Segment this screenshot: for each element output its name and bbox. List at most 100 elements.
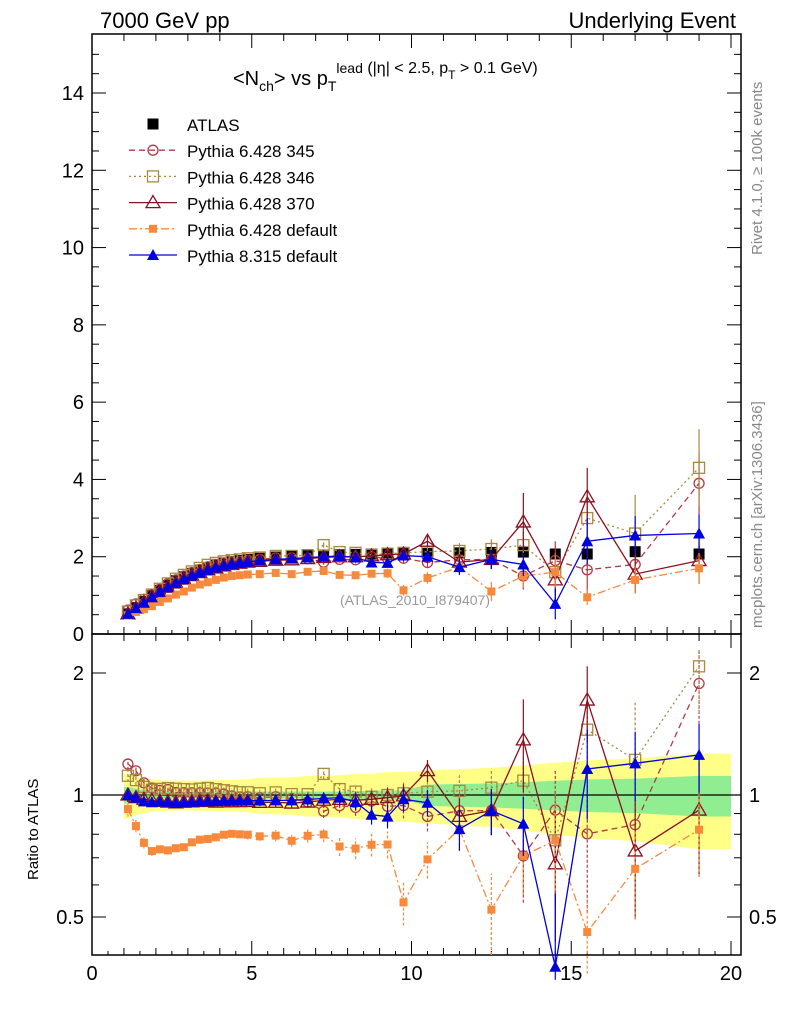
- data-point: [335, 570, 344, 579]
- watermark: (ATLAS_2010_I879407): [340, 592, 490, 608]
- y-tick-label: 8: [73, 315, 84, 337]
- ratio-point: [211, 833, 220, 842]
- series-2: [121, 429, 706, 618]
- ratio-point: [129, 773, 143, 787]
- ratio-point: [693, 677, 705, 690]
- ratio-point: [179, 843, 188, 852]
- data-point: [421, 550, 434, 562]
- y-tick-label: 12: [62, 160, 84, 182]
- chart-title: <Nch> vs pTlead (|η| < 2.5, pT > 0.1 GeV…: [233, 60, 538, 94]
- header-right: Underlying Event: [568, 8, 736, 33]
- ratio-point: [269, 794, 282, 806]
- ratio-point: [397, 793, 410, 805]
- ratio-point: [453, 784, 466, 798]
- data-point: [383, 569, 392, 578]
- ratio-point: [209, 795, 222, 807]
- data-point: [423, 573, 432, 582]
- ratio-point: [271, 831, 280, 840]
- side-label-mcplots: mcplots.cern.ch [arXiv:1306.3436]: [749, 401, 766, 628]
- data-point: [255, 570, 264, 579]
- ratio-y-tick-label-left: 1: [73, 785, 84, 807]
- legend-item: ATLAS: [147, 116, 240, 135]
- x-tick-label: 10: [400, 963, 422, 985]
- data-point: [487, 587, 496, 596]
- ratio-point: [253, 794, 266, 806]
- data-point: [171, 590, 180, 599]
- main-panel: (ATLAS_2010_I879407) 0 2 4 6 8 10 12 14 ATLAS Pyth…: [62, 33, 742, 646]
- data-point: [179, 587, 188, 596]
- x-tick-label: 5: [246, 963, 257, 985]
- data-point: [693, 527, 706, 539]
- data-point: [129, 602, 142, 614]
- data-point: [399, 586, 408, 595]
- ratio-point: [381, 810, 394, 822]
- data-point: [271, 568, 280, 577]
- legend-label: Pythia 6.428 default: [187, 221, 338, 240]
- data-point: [187, 583, 196, 592]
- data-point: [185, 569, 198, 581]
- data-point: [139, 605, 148, 614]
- ratio-y-tick-label-left: 2: [73, 663, 84, 685]
- data-point: [583, 593, 592, 602]
- data-point: [365, 556, 378, 568]
- ratio-y-tick-label-right: 0.5: [749, 907, 777, 929]
- data-point: [419, 532, 436, 547]
- ratio-point: [241, 794, 254, 806]
- ratio-point: [169, 796, 182, 808]
- legend: ATLAS Pythia 6.428 345 Pythia 6.428 346 Pyt…: [129, 116, 338, 266]
- data-point: [303, 567, 312, 576]
- data-point: [121, 607, 134, 619]
- legend-marker: [147, 249, 159, 260]
- ratio-series-5: [121, 723, 706, 980]
- ratio-point: [147, 847, 156, 856]
- data-point: [381, 556, 394, 568]
- ratio-point: [169, 782, 183, 795]
- ratio-point: [121, 769, 135, 782]
- data-point: [147, 602, 156, 611]
- y-tick-label: 2: [73, 547, 84, 569]
- legend-marker: [147, 144, 159, 156]
- data-point: [351, 571, 360, 580]
- data-point: [211, 575, 220, 584]
- ratio-point: [581, 828, 593, 840]
- ratio-point: [693, 748, 706, 760]
- data-point: [145, 591, 158, 603]
- legend-marker: [144, 194, 162, 209]
- ratio-point: [517, 817, 530, 829]
- ratio-point: [365, 808, 378, 820]
- ratio-point: [122, 758, 134, 770]
- x-tick-label: 15: [560, 963, 582, 985]
- ratio-point: [333, 791, 346, 803]
- ratio-point: [515, 731, 532, 746]
- ratio-point: [131, 822, 140, 831]
- ratio-point: [195, 835, 204, 844]
- ratio-point: [549, 960, 562, 972]
- ratio-point: [225, 794, 238, 806]
- ratio-point: [121, 789, 134, 800]
- data-point: [629, 529, 642, 541]
- ratio-point: [317, 792, 330, 804]
- legend-item: Pythia 6.428 346: [129, 168, 315, 187]
- data-point: [631, 575, 640, 584]
- ratio-point: [159, 793, 177, 808]
- ratio-point: [695, 825, 704, 834]
- data-point: [695, 564, 704, 573]
- ratio-point: [235, 830, 244, 839]
- ratio-point: [185, 795, 198, 807]
- ratio-point: [161, 796, 174, 808]
- ratio-point: [145, 783, 159, 796]
- ratio-y-tick-label-right: 1: [749, 785, 760, 807]
- data-point: [243, 570, 252, 579]
- data-point: [161, 581, 174, 593]
- legend-item: Pythia 6.428 default: [129, 221, 338, 240]
- legend-label: Pythia 8.315 default: [187, 247, 338, 266]
- ratio-point: [129, 791, 142, 803]
- ratio-point: [627, 842, 644, 857]
- data-point: [153, 585, 166, 597]
- ratio-point: [255, 832, 264, 841]
- ratio-y-axis-label: Ratio to ATLAS: [25, 779, 42, 880]
- data-point: [203, 578, 212, 587]
- legend-label: Pythia 6.428 346: [187, 168, 315, 187]
- ratio-point: [163, 846, 172, 855]
- data-point: [195, 580, 204, 589]
